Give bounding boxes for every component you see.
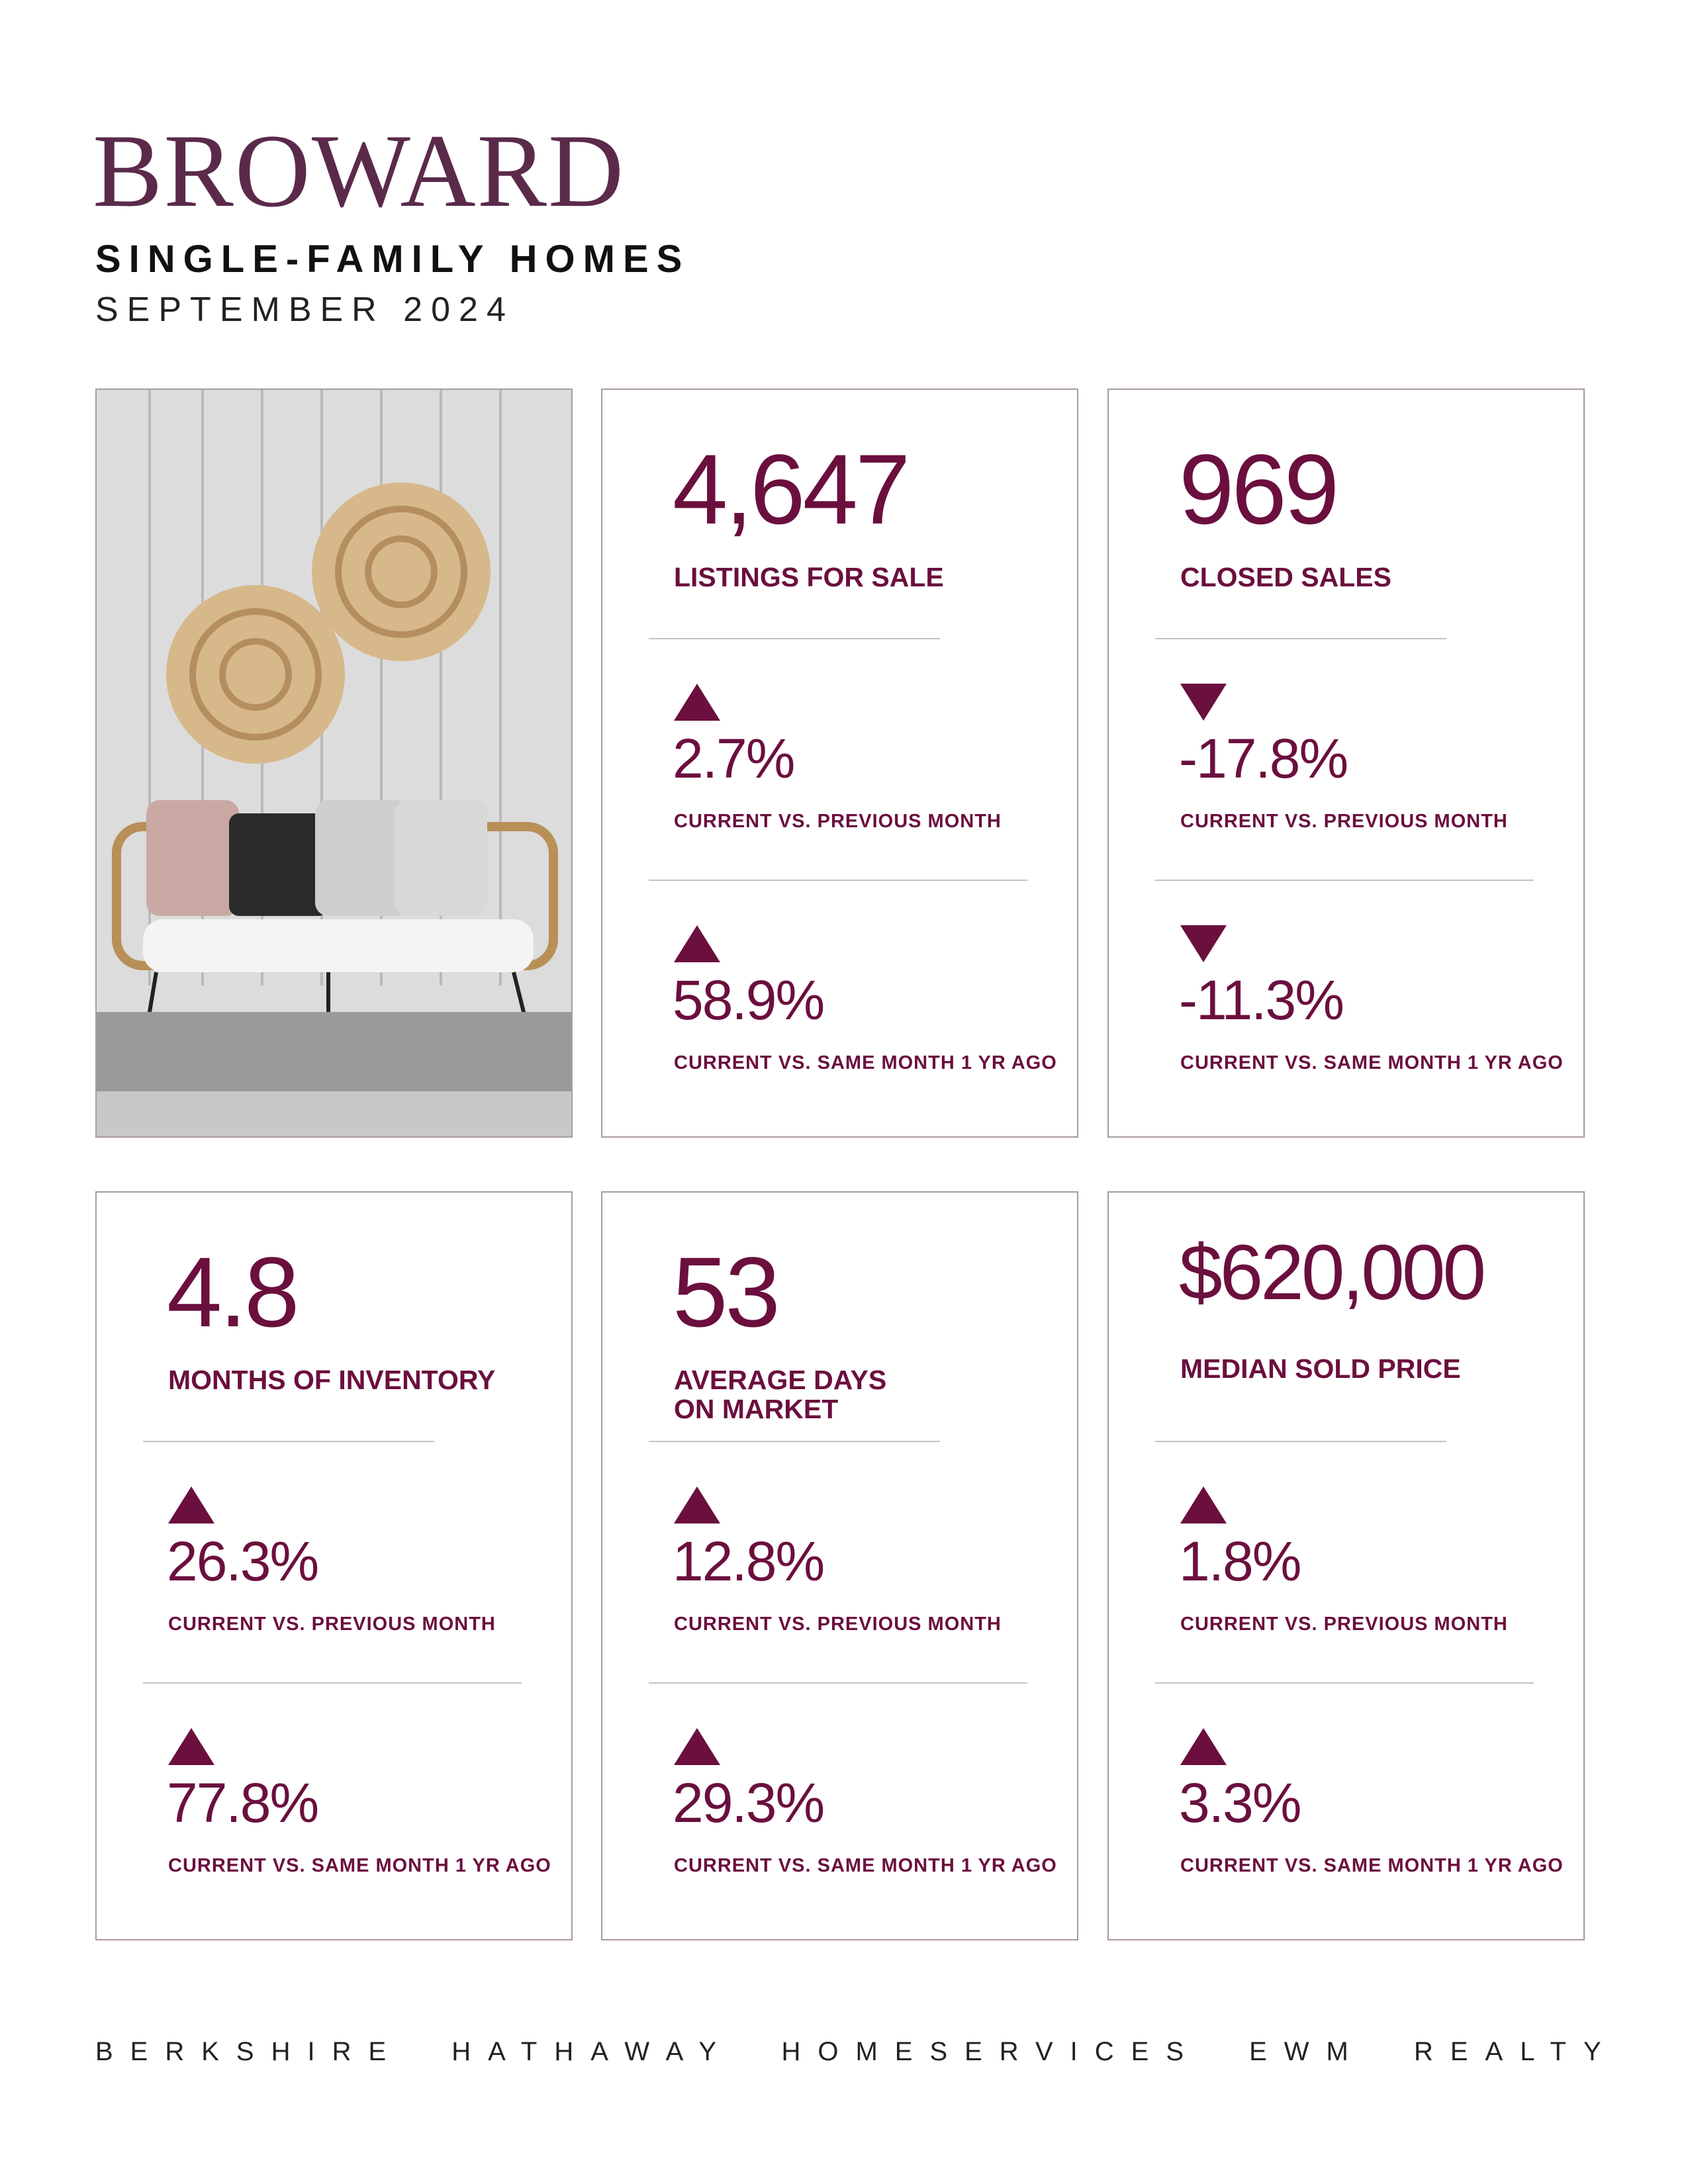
- arrow-up: [1180, 1486, 1227, 1524]
- change-value: -17.8%: [1179, 727, 1348, 790]
- change-label: CURRENT VS. PREVIOUS MONTH: [674, 1614, 1002, 1635]
- photo-art: [97, 390, 571, 1136]
- arrow-up: [674, 1486, 720, 1524]
- change-value: 3.3%: [1179, 1772, 1301, 1834]
- arrow-down: [1180, 684, 1227, 721]
- divider: [649, 1441, 940, 1442]
- change-label: CURRENT VS. PREVIOUS MONTH: [1180, 811, 1508, 832]
- change-value: 1.8%: [1179, 1530, 1301, 1592]
- divider: [649, 880, 1027, 881]
- stat-label: CLOSED SALES: [1180, 562, 1391, 592]
- stat-label: AVERAGE DAYS ON MARKET: [674, 1365, 887, 1424]
- stat-value: 4.8: [167, 1236, 300, 1347]
- change-value: 26.3%: [167, 1530, 319, 1592]
- photo: [95, 388, 573, 1138]
- change-label: CURRENT VS. PREVIOUS MONTH: [674, 811, 1002, 832]
- change-label: CURRENT VS. SAME MONTH 1 YR AGO: [1180, 1855, 1564, 1876]
- arrow-up: [1180, 1728, 1227, 1765]
- change-value: 77.8%: [167, 1772, 319, 1834]
- stat-value: $620,000: [1179, 1229, 1486, 1316]
- title: BROWARD: [93, 113, 626, 229]
- change-label: CURRENT VS. PREVIOUS MONTH: [168, 1614, 496, 1635]
- change-label: CURRENT VS. SAME MONTH 1 YR AGO: [1180, 1052, 1564, 1073]
- change-label: CURRENT VS. SAME MONTH 1 YR AGO: [674, 1052, 1057, 1073]
- subtitle: SINGLE-FAMILY HOMES: [95, 238, 690, 281]
- stat-label: MONTHS OF INVENTORY: [168, 1365, 496, 1395]
- stat-value: 969: [1179, 433, 1339, 545]
- divider: [1155, 1682, 1534, 1684]
- stat-label: LISTINGS FOR SALE: [674, 562, 944, 592]
- change-value: -11.3%: [1179, 969, 1344, 1031]
- divider: [143, 1441, 434, 1442]
- stat-card: $620,000 MEDIAN SOLD PRICE 1.8% CURRENT VS.…: [1107, 1191, 1585, 1940]
- stat-value: 4,647: [673, 433, 910, 545]
- arrow-down: [1180, 925, 1227, 962]
- footer: BERKSHIRE HATHAWAY HOMESERVICES EWM REAL…: [95, 2037, 1618, 2066]
- stat-card: 969 CLOSED SALES -17.8% CURRENT VS. PREVIOU…: [1107, 388, 1585, 1138]
- divider: [1155, 880, 1534, 881]
- arrow-up: [674, 1728, 720, 1765]
- stat-label: MEDIAN SOLD PRICE: [1180, 1353, 1461, 1384]
- change-value: 2.7%: [673, 727, 795, 790]
- change-value: 58.9%: [673, 969, 825, 1031]
- stat-card: 4,647 LISTINGS FOR SALE 2.7% CURRENT VS. PR…: [601, 388, 1078, 1138]
- date: SEPTEMBER 2024: [95, 291, 514, 329]
- arrow-up: [674, 684, 720, 721]
- change-value: 12.8%: [673, 1530, 825, 1592]
- change-label: CURRENT VS. SAME MONTH 1 YR AGO: [674, 1855, 1057, 1876]
- change-label: CURRENT VS. SAME MONTH 1 YR AGO: [168, 1855, 551, 1876]
- divider: [143, 1682, 522, 1684]
- divider: [1155, 638, 1446, 639]
- stat-value: 53: [673, 1236, 780, 1347]
- arrow-up: [168, 1486, 214, 1524]
- divider: [649, 638, 940, 639]
- divider: [649, 1682, 1027, 1684]
- stat-card: 4.8 MONTHS OF INVENTORY 26.3% CURRENT VS. P…: [95, 1191, 573, 1940]
- change-label: CURRENT VS. PREVIOUS MONTH: [1180, 1614, 1508, 1635]
- divider: [1155, 1441, 1446, 1442]
- stat-card: 53 AVERAGE DAYS ON MARKET 12.8% CURRENT VS.…: [601, 1191, 1078, 1940]
- arrow-up: [674, 925, 720, 962]
- change-value: 29.3%: [673, 1772, 825, 1834]
- arrow-up: [168, 1728, 214, 1765]
